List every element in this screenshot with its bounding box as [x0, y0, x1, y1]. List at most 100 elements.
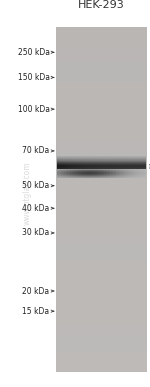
Bar [87, 157, 88, 158]
Bar [101, 174, 103, 175]
Bar [85, 157, 87, 158]
Bar [132, 174, 134, 175]
Bar [116, 173, 117, 174]
Bar [75, 170, 76, 171]
Bar [88, 173, 89, 174]
Bar [117, 158, 119, 159]
Bar [87, 176, 88, 177]
Bar [76, 174, 78, 175]
Bar [95, 171, 97, 172]
Bar [141, 160, 142, 161]
Bar [125, 169, 126, 170]
Bar [75, 164, 76, 165]
Text: 50 kDa: 50 kDa [22, 181, 50, 190]
Bar [131, 170, 132, 171]
Bar [113, 169, 115, 170]
Bar [142, 157, 144, 158]
Bar [135, 163, 137, 164]
Bar [131, 157, 132, 158]
Bar [104, 163, 106, 164]
Text: 100 kDa: 100 kDa [18, 104, 50, 114]
Bar [66, 174, 67, 175]
Bar [89, 170, 91, 171]
Bar [82, 176, 84, 177]
Bar [100, 173, 101, 174]
Bar [70, 176, 72, 177]
Bar [125, 166, 126, 167]
Bar [76, 167, 78, 168]
Bar [82, 162, 84, 163]
Bar [122, 161, 123, 162]
Bar [73, 170, 75, 171]
Bar [64, 156, 66, 157]
Bar [92, 173, 94, 174]
Bar [141, 165, 142, 166]
Bar [63, 170, 64, 171]
Bar [61, 157, 63, 158]
Bar [87, 163, 88, 164]
Bar [134, 172, 135, 173]
Bar [63, 177, 64, 178]
Bar [103, 172, 104, 173]
Bar [106, 176, 107, 177]
Bar [119, 172, 120, 173]
Bar [57, 173, 58, 174]
Bar [60, 159, 61, 160]
Bar [76, 175, 78, 176]
Bar [117, 174, 119, 175]
Bar [92, 176, 94, 177]
Bar [84, 170, 85, 171]
Bar [103, 176, 104, 177]
Bar [78, 169, 79, 170]
Bar [89, 156, 91, 157]
Bar [56, 119, 147, 122]
Bar [142, 170, 144, 171]
Bar [81, 163, 82, 164]
Bar [140, 175, 141, 176]
Bar [97, 169, 98, 170]
Bar [104, 159, 106, 160]
Bar [76, 166, 78, 167]
Bar [56, 99, 147, 102]
Bar [98, 173, 100, 174]
Bar [58, 170, 60, 171]
Bar [70, 166, 72, 167]
Bar [140, 168, 141, 169]
Bar [126, 173, 128, 174]
Bar [101, 169, 103, 170]
Bar [122, 172, 123, 173]
Bar [69, 165, 70, 166]
Bar [110, 156, 112, 157]
Bar [123, 167, 125, 168]
Bar [137, 159, 138, 160]
Bar [109, 177, 110, 178]
Bar [67, 169, 69, 170]
Bar [101, 170, 103, 171]
Bar [112, 172, 113, 173]
Bar [92, 156, 94, 157]
Bar [101, 172, 103, 173]
Bar [94, 175, 95, 176]
Bar [60, 168, 61, 169]
Bar [88, 172, 89, 173]
Bar [56, 113, 147, 116]
Bar [103, 156, 104, 157]
Bar [138, 161, 140, 162]
Bar [69, 156, 70, 157]
Bar [95, 167, 97, 168]
Bar [66, 163, 67, 164]
Bar [57, 171, 58, 172]
Bar [70, 163, 72, 164]
Bar [106, 161, 107, 162]
Bar [132, 160, 134, 161]
Bar [97, 171, 98, 172]
Bar [73, 168, 75, 169]
Bar [140, 173, 141, 174]
Bar [107, 177, 109, 178]
Bar [89, 175, 91, 176]
Bar [117, 160, 119, 161]
Bar [81, 161, 82, 162]
Bar [134, 173, 135, 174]
Bar [117, 175, 119, 176]
Bar [109, 156, 110, 157]
